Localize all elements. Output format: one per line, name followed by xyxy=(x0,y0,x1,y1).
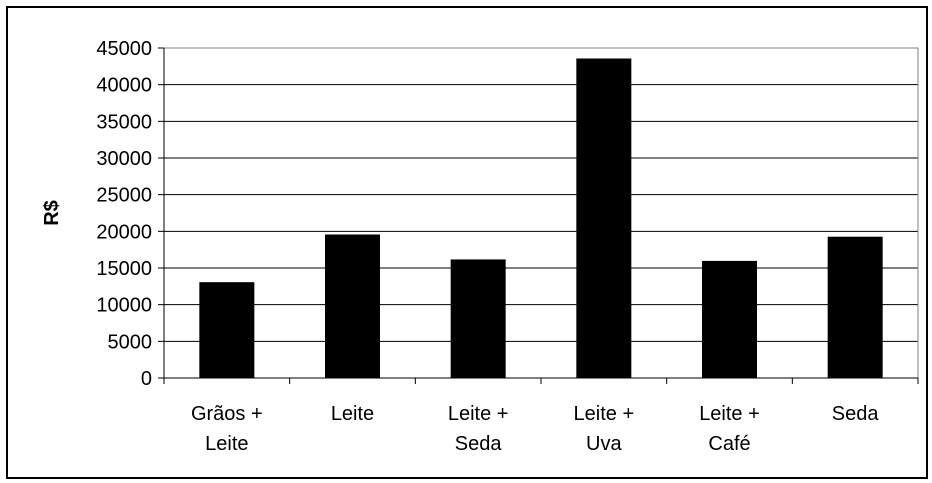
x-category-label-line: Seda xyxy=(455,433,503,455)
x-category-label-line: Seda xyxy=(832,403,880,425)
x-category-label-line: Leite xyxy=(331,403,374,425)
bars xyxy=(199,58,883,379)
x-category-label-line: Leite + xyxy=(699,403,760,425)
y-tick-label: 10000 xyxy=(96,295,152,317)
y-tick-labels: 0 5000 10000 15000 20000 25000 30000 35000 40000… xyxy=(96,38,152,390)
x-category-label: Leite + Seda xyxy=(448,403,509,455)
y-tick-label: 35000 xyxy=(96,111,152,133)
x-category-label: Leite + Café xyxy=(699,403,760,455)
y-tick-label: 25000 xyxy=(96,185,152,207)
x-category-label-line: Leite + xyxy=(448,403,509,425)
x-category-label-line: Uva xyxy=(586,433,622,455)
bar xyxy=(702,260,757,379)
bar xyxy=(827,236,883,379)
gridlines xyxy=(164,47,918,342)
bar xyxy=(325,234,380,379)
plot-area xyxy=(163,47,919,379)
x-category-label: Leite xyxy=(331,403,374,425)
x-category-label: Leite + Uva xyxy=(574,403,635,455)
x-category-label: Grãos + Leite xyxy=(191,403,263,455)
x-category-label: Seda xyxy=(832,403,880,425)
y-tick-label: 15000 xyxy=(96,258,152,280)
bar xyxy=(199,282,255,379)
y-tick-label: 5000 xyxy=(108,331,153,353)
x-category-label-line: Leite xyxy=(205,433,248,455)
x-category-label-line: Leite + xyxy=(574,403,635,425)
y-axis-title: R$ xyxy=(41,200,63,226)
bar xyxy=(450,259,506,379)
x-category-label-line: Café xyxy=(708,433,750,455)
y-tick-label: 30000 xyxy=(96,148,152,170)
y-tick-label: 0 xyxy=(141,368,152,390)
x-category-label-line: Grãos + xyxy=(191,403,263,425)
y-tick-label: 40000 xyxy=(96,75,152,97)
axes xyxy=(158,47,919,384)
y-tick-label: 45000 xyxy=(96,38,152,60)
bar xyxy=(576,58,632,379)
y-tick-label: 20000 xyxy=(96,221,152,243)
